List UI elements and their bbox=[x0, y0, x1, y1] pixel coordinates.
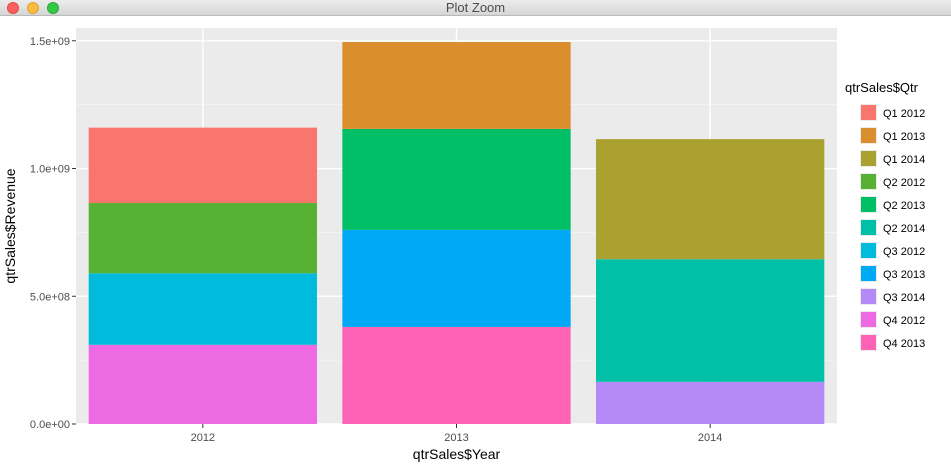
legend-label: Q3 2013 bbox=[883, 269, 925, 281]
legend-label: Q3 2014 bbox=[883, 292, 925, 304]
legend-label: Q4 2013 bbox=[883, 338, 925, 350]
bar-segment bbox=[342, 229, 571, 327]
bar-segment bbox=[88, 203, 317, 274]
bar-segment bbox=[596, 381, 825, 424]
legend-title: qtrSales$Qtr bbox=[845, 80, 919, 95]
x-tick-label: 2014 bbox=[698, 432, 722, 444]
bar-segment bbox=[342, 128, 571, 230]
legend-label: Q3 2012 bbox=[883, 246, 925, 258]
bar-segment bbox=[342, 42, 571, 129]
legend-label: Q1 2014 bbox=[883, 154, 925, 166]
legend-swatch bbox=[861, 105, 876, 120]
legend-swatch bbox=[861, 289, 876, 304]
legend-swatch bbox=[861, 174, 876, 189]
bar-segment bbox=[88, 344, 317, 424]
bar-segment bbox=[596, 259, 825, 382]
legend-swatch bbox=[861, 243, 876, 258]
zoom-window-button[interactable] bbox=[47, 2, 59, 14]
bar-segment bbox=[342, 326, 571, 424]
legend-label: Q4 2012 bbox=[883, 315, 925, 327]
legend-label: Q2 2014 bbox=[883, 223, 925, 235]
y-axis-title: qtrSales$Revenue bbox=[2, 168, 18, 283]
y-tick-label: 1.5e+09 bbox=[30, 36, 70, 48]
legend-swatch bbox=[861, 197, 876, 212]
legend-label: Q2 2013 bbox=[883, 200, 925, 212]
y-tick-label: 5.0e+08 bbox=[30, 291, 70, 303]
y-tick-label: 1.0e+09 bbox=[30, 164, 70, 176]
close-window-button[interactable] bbox=[7, 2, 19, 14]
legend-swatch bbox=[861, 335, 876, 350]
legend-swatch bbox=[861, 312, 876, 327]
minimize-window-button[interactable] bbox=[27, 2, 39, 14]
legend-swatch bbox=[861, 266, 876, 281]
legend-swatch bbox=[861, 151, 876, 166]
window-title: Plot Zoom bbox=[445, 0, 506, 15]
x-tick-label: 2013 bbox=[444, 432, 468, 444]
stacked-bar-chart: 0.0e+00 5.0e+08 1.0e+09 1.5e+09 2012 2013 2014… bbox=[2, 28, 925, 462]
legend-swatch bbox=[861, 128, 876, 143]
x-tick-label: 2012 bbox=[191, 432, 215, 444]
legend-label: Q1 2013 bbox=[883, 131, 925, 143]
legend-label: Q2 2012 bbox=[883, 177, 925, 189]
x-axis-title: qtrSales$Year bbox=[413, 446, 501, 462]
bar-segment bbox=[596, 139, 825, 260]
window-titlebar: Plot Zoom bbox=[0, 0, 951, 16]
bar-segment bbox=[88, 273, 317, 345]
legend-swatch bbox=[861, 220, 876, 235]
legend-label: Q1 2012 bbox=[883, 108, 925, 120]
bar-segment bbox=[88, 127, 317, 204]
y-tick-label: 0.0e+00 bbox=[30, 419, 70, 431]
